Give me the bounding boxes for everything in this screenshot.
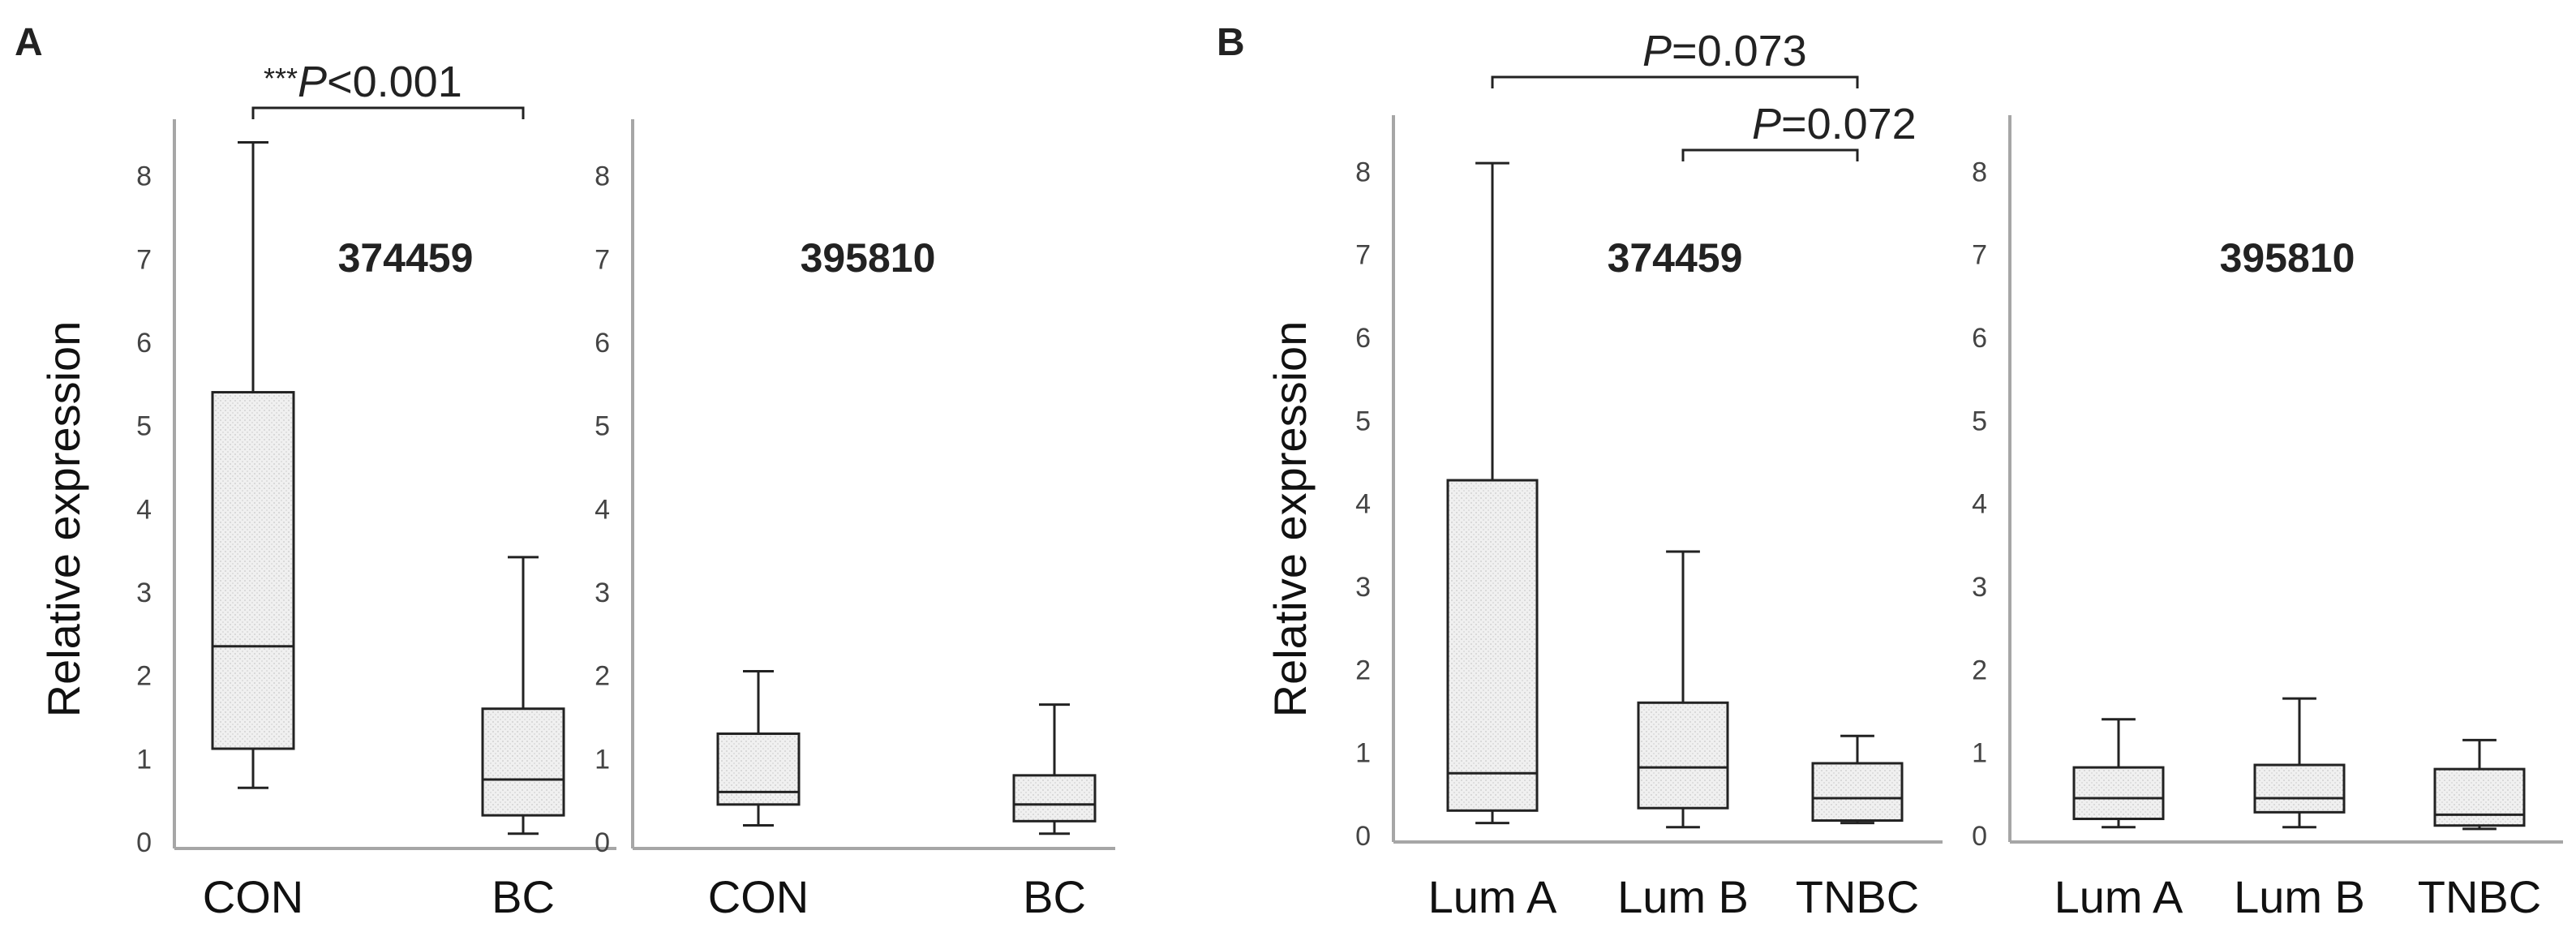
box-lum-a bbox=[2072, 718, 2165, 829]
chart-3: 0 1 2 3 4 5 6 7 8 395810 Lum A Lum B TNBC bbox=[1972, 115, 2563, 922]
p-symbol: P bbox=[1642, 27, 1672, 75]
y-tick-label: 6 bbox=[1972, 323, 1987, 354]
box-lum-b bbox=[2253, 697, 2346, 829]
y-tick-label: 1 bbox=[1972, 738, 1987, 769]
bracket-line bbox=[251, 106, 525, 119]
significance-bracket: P=0.072 bbox=[1681, 100, 1917, 161]
y-axis-title-b: Relative expression bbox=[1264, 321, 1316, 718]
y-tick-label: 6 bbox=[595, 328, 610, 359]
x-category-label: CON bbox=[203, 871, 303, 922]
y-tick-label: 2 bbox=[1972, 655, 1987, 685]
iqr-box bbox=[481, 707, 565, 817]
x-category-label: Lum B bbox=[2234, 871, 2365, 922]
y-tick-label: 7 bbox=[1355, 240, 1371, 271]
y-tick-label: 3 bbox=[136, 578, 152, 608]
x-category-label: BC bbox=[1023, 871, 1086, 922]
y-tick-label: 1 bbox=[136, 744, 152, 775]
chart-0: 0 1 2 3 4 5 6 7 8 374459 CON BC ***P<0.001 bbox=[136, 58, 616, 922]
p-value-text: =0.073 bbox=[1672, 27, 1807, 75]
x-category-label: TNBC bbox=[1796, 871, 1919, 922]
significance-bracket: ***P<0.001 bbox=[251, 58, 525, 119]
significance-stars: *** bbox=[264, 62, 298, 95]
box-lum-a bbox=[1446, 161, 1539, 825]
y-tick-label: 8 bbox=[136, 161, 152, 192]
y-tick-label: 4 bbox=[1355, 489, 1371, 520]
x-category-label: CON bbox=[708, 871, 809, 922]
x-category-label: Lum A bbox=[1428, 871, 1557, 922]
y-axis-title-a: Relative expression bbox=[38, 321, 89, 718]
p-value-text: <0.001 bbox=[327, 58, 462, 106]
y-tick-label: 8 bbox=[1972, 157, 1987, 187]
y-tick-label: 7 bbox=[1972, 240, 1987, 271]
iqr-box bbox=[716, 732, 801, 806]
p-symbol: P bbox=[298, 58, 327, 106]
y-tick-label: 7 bbox=[136, 244, 152, 275]
x-category-label: Lum A bbox=[2054, 871, 2183, 922]
x-category-label: Lum B bbox=[1617, 871, 1749, 922]
y-tick-label: 4 bbox=[1972, 489, 1987, 520]
y-tick-label: 2 bbox=[1355, 655, 1371, 685]
p-symbol: P bbox=[1752, 100, 1781, 148]
y-tick-label: 4 bbox=[595, 494, 610, 525]
box-con bbox=[211, 141, 295, 789]
box-tnbc bbox=[2433, 738, 2526, 831]
iqr-box bbox=[1811, 762, 1904, 823]
y-tick-label: 8 bbox=[1355, 157, 1371, 187]
y-tick-label: 6 bbox=[1355, 323, 1371, 354]
iqr-box bbox=[1446, 479, 1539, 812]
y-tick-label: 5 bbox=[136, 411, 152, 442]
iqr-box bbox=[2253, 763, 2346, 814]
y-tick-label: 3 bbox=[1355, 572, 1371, 603]
y-tick-label: 7 bbox=[595, 244, 610, 275]
y-tick-label: 4 bbox=[136, 494, 152, 525]
iqr-box bbox=[211, 391, 295, 750]
iqr-box bbox=[1012, 774, 1097, 823]
x-category-label: TNBC bbox=[2418, 871, 2541, 922]
y-tick-label: 2 bbox=[136, 661, 152, 692]
y-tick-label: 1 bbox=[595, 744, 610, 775]
chart-title: 395810 bbox=[801, 235, 936, 281]
p-value-label: P=0.072 bbox=[1752, 100, 1917, 148]
panel-letter-b: B bbox=[1217, 21, 1245, 64]
chart-title: 374459 bbox=[338, 235, 474, 281]
iqr-box bbox=[1637, 701, 1729, 810]
box-bc bbox=[1012, 703, 1097, 835]
box-tnbc bbox=[1811, 734, 1904, 825]
x-category-label: BC bbox=[492, 871, 555, 922]
chart-title: 374459 bbox=[1608, 235, 1743, 281]
y-tick-label: 6 bbox=[136, 328, 152, 359]
p-value-label: P=0.073 bbox=[1642, 27, 1807, 75]
panel-letter-a: A bbox=[15, 21, 43, 64]
iqr-box bbox=[2072, 766, 2165, 821]
bracket-line bbox=[1491, 75, 1859, 88]
y-tick-label: 1 bbox=[1355, 738, 1371, 769]
y-tick-label: 0 bbox=[136, 827, 152, 858]
y-tick-label: 5 bbox=[1355, 406, 1371, 436]
box-lum-b bbox=[1637, 550, 1729, 829]
y-tick-label: 0 bbox=[1355, 821, 1371, 852]
significance-bracket: P=0.073 bbox=[1491, 27, 1859, 88]
y-tick-label: 0 bbox=[1972, 821, 1987, 852]
y-tick-label: 5 bbox=[595, 411, 610, 442]
bracket-line bbox=[1681, 148, 1859, 161]
iqr-box bbox=[2433, 767, 2526, 827]
chart-1: 0 1 2 3 4 5 6 7 8 395810 CON BC bbox=[595, 119, 1115, 922]
y-tick-label: 3 bbox=[1972, 572, 1987, 603]
y-tick-label: 2 bbox=[595, 661, 610, 692]
p-value-text: =0.072 bbox=[1781, 100, 1917, 148]
y-tick-label: 3 bbox=[595, 578, 610, 608]
y-tick-label: 0 bbox=[595, 827, 610, 858]
y-tick-label: 8 bbox=[595, 161, 610, 192]
y-tick-label: 5 bbox=[1972, 406, 1987, 436]
p-value-label: ***P<0.001 bbox=[264, 58, 462, 106]
box-con bbox=[716, 670, 801, 827]
chart-title: 395810 bbox=[2220, 235, 2355, 281]
box-bc bbox=[481, 556, 565, 835]
